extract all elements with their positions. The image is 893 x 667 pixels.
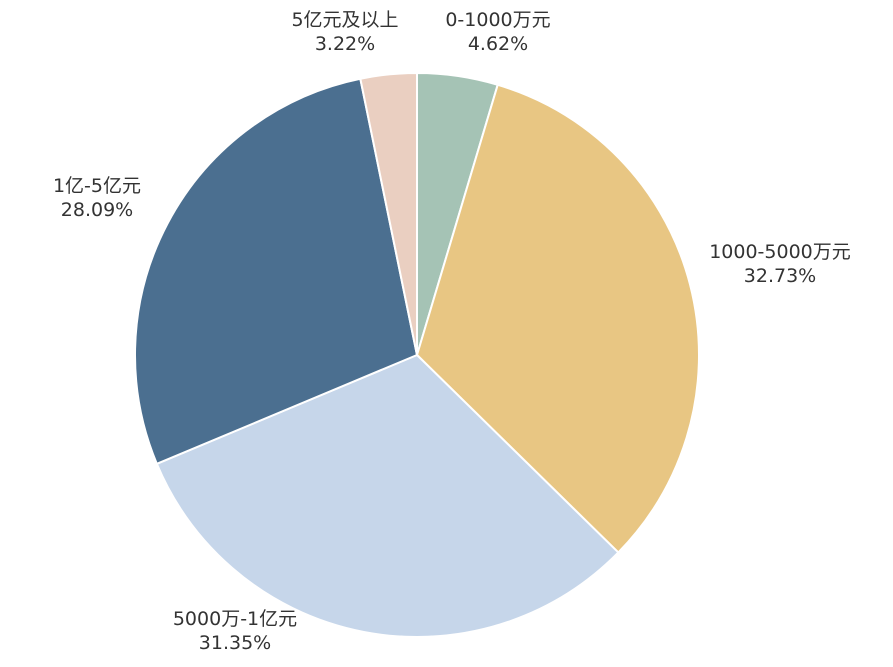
pie-slice-5 bbox=[359, 71, 418, 356]
slice-percent-5: 3.22% bbox=[315, 33, 375, 55]
slice-label-4: 1亿-5亿元 bbox=[53, 175, 141, 197]
pie-labels: 0-1000万元4.62%1000-5000万元32.73%5000万-1亿元3… bbox=[53, 9, 851, 654]
pie-slice-4 bbox=[133, 77, 419, 466]
slice-label-5: 5亿元及以上 bbox=[291, 9, 398, 31]
slice-label-3: 5000万-1亿元 bbox=[173, 608, 297, 630]
pie-slice-3 bbox=[155, 353, 620, 638]
pie-slice-2 bbox=[415, 83, 700, 554]
slice-percent-3: 31.35% bbox=[199, 632, 271, 654]
slice-percent-1: 4.62% bbox=[468, 33, 528, 55]
slice-percent-4: 28.09% bbox=[61, 199, 133, 221]
pie-slices bbox=[133, 71, 700, 638]
slice-label-1: 0-1000万元 bbox=[445, 9, 550, 31]
slice-label-2: 1000-5000万元 bbox=[709, 241, 851, 263]
slice-percent-2: 32.73% bbox=[744, 265, 816, 287]
